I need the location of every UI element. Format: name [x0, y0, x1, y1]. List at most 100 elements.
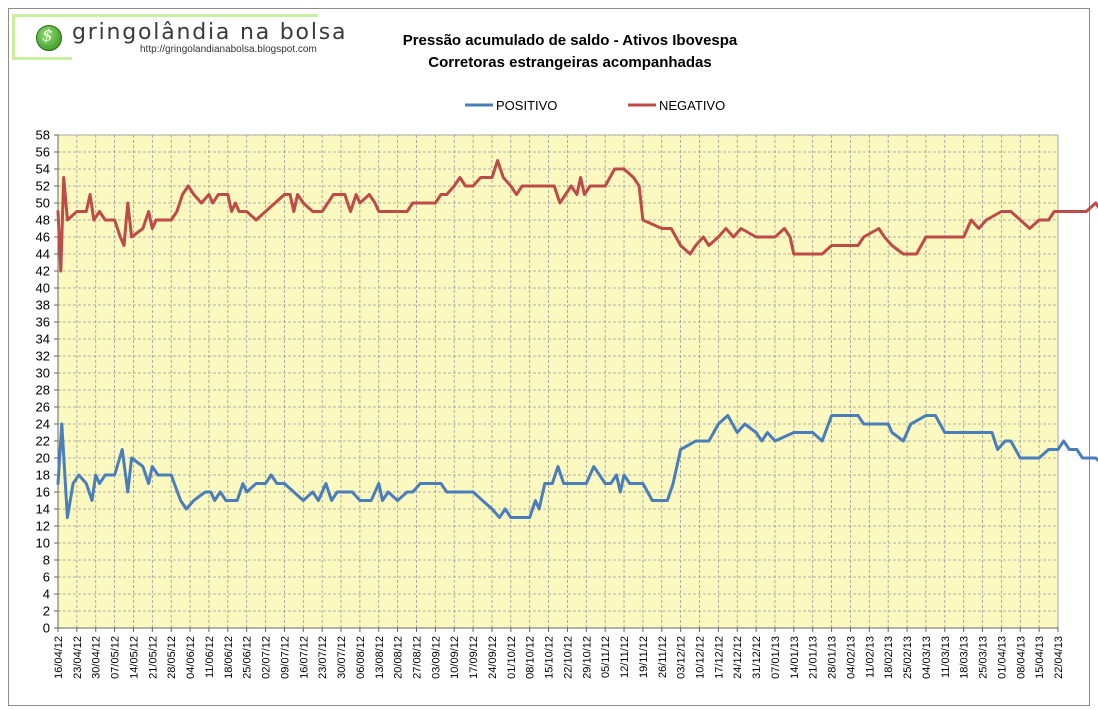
y-tick-label: 22: [36, 434, 50, 449]
y-tick-label: 16: [36, 485, 50, 500]
series-line-positivo: [56, 414, 1098, 519]
logo-bottom-bar: [12, 57, 72, 60]
y-tick-label: 20: [36, 451, 50, 466]
x-tick-label: 08/10/12: [525, 636, 537, 679]
x-tick-label: 05/11/12: [600, 636, 612, 678]
x-tick-label: 22/10/12: [562, 636, 574, 679]
x-tick-label: 24/12/12: [732, 636, 744, 679]
y-tick-label: 8: [43, 553, 50, 568]
x-tick-label: 07/05/12: [110, 636, 122, 679]
y-tick-label: 50: [36, 196, 50, 211]
x-tick-label: 25/06/12: [242, 636, 254, 679]
x-tick-label: 25/03/13: [978, 636, 990, 679]
y-tick-label: 48: [36, 213, 50, 228]
x-tick-label: 01/10/12: [506, 636, 518, 679]
x-tick-label: 10/09/12: [449, 636, 461, 679]
x-tick-label: 06/08/12: [355, 636, 367, 679]
x-tick-label: 12/11/12: [619, 636, 631, 678]
y-tick-label: 40: [36, 281, 50, 296]
x-tick-label: 13/08/12: [374, 636, 386, 679]
y-tick-label: 18: [36, 468, 50, 483]
x-tick-label: 02/07/12: [261, 636, 273, 679]
x-tick-label: 18/06/12: [223, 636, 235, 679]
series-group: [56, 159, 1098, 519]
x-tick-label: 14/05/12: [128, 636, 140, 679]
x-tick-label: 11/03/13: [940, 636, 952, 678]
x-tick-label: 18/03/13: [959, 636, 971, 679]
x-tick-label: 04/03/13: [921, 636, 933, 679]
y-tick-label: 54: [36, 162, 50, 177]
logo-url: http://gringolandianabolsa.blogspot.com: [140, 44, 317, 55]
x-tick-label: 11/02/13: [864, 636, 876, 678]
y-tick-label: 4: [43, 587, 50, 602]
y-tick-label: 2: [43, 604, 50, 619]
x-tick-label: 03/12/12: [676, 636, 688, 679]
x-tick-label: 21/05/12: [147, 636, 159, 679]
legend-label-negativo: NEGATIVO: [659, 98, 725, 113]
chart-subtitle: Corretoras estrangeiras acompanhadas: [428, 54, 712, 71]
x-tick-label: 15/04/13: [1034, 636, 1046, 679]
x-tick-label: 17/12/12: [713, 636, 725, 679]
x-tick-label: 23/07/12: [317, 636, 329, 679]
y-tick-label: 30: [36, 366, 50, 381]
y-tick-label: 28: [36, 383, 50, 398]
y-tick-label: 42: [36, 264, 50, 279]
x-tick-label: 21/01/13: [808, 636, 820, 679]
x-tick-label: 11/06/12: [204, 636, 216, 678]
logo-title: gringolândia na bolsa: [72, 20, 348, 45]
x-tick-label: 30/04/12: [91, 636, 103, 679]
y-tick-label: 44: [36, 247, 50, 262]
y-tick-label: 46: [36, 230, 50, 245]
x-tick-label: 18/02/13: [883, 636, 895, 679]
x-tick-label: 23/04/12: [72, 636, 84, 679]
x-tick-label: 28/05/12: [166, 636, 178, 679]
x-tick-label: 24/09/12: [487, 636, 499, 679]
logo-glyph: $: [42, 26, 53, 46]
dollar-coin-icon: [36, 25, 62, 51]
y-tick-label: 10: [36, 536, 50, 551]
x-tick-label: 31/12/12: [751, 636, 763, 679]
x-tick-label: 04/02/13: [845, 636, 857, 679]
y-tick-label: 32: [36, 349, 50, 364]
y-tick-label: 12: [36, 519, 50, 534]
y-tick-label: 36: [36, 315, 50, 330]
x-tick-label: 01/04/13: [996, 636, 1008, 679]
chart-legend: POSITIVO NEGATIVO: [465, 98, 725, 113]
y-tick-label: 38: [36, 298, 50, 313]
x-tick-label: 27/08/12: [411, 636, 423, 679]
x-tick-label: 03/09/12: [430, 636, 442, 679]
y-tick-label: 58: [36, 128, 50, 143]
x-tick-label: 25/02/13: [902, 636, 914, 679]
x-tick-label: 20/08/12: [393, 636, 405, 679]
y-tick-label: 24: [36, 417, 50, 432]
x-tick-label: 16/04/12: [53, 636, 65, 679]
legend-label-positivo: POSITIVO: [496, 98, 557, 113]
y-tick-label: 56: [36, 145, 50, 160]
x-tick-label: 16/07/12: [298, 636, 310, 679]
x-tick-label: 10/12/12: [695, 636, 707, 679]
x-tick-label: 15/10/12: [544, 636, 556, 679]
logo-side-bar: [12, 14, 15, 60]
x-tick-label: 22/04/13: [1053, 636, 1065, 679]
y-tick-label: 6: [43, 570, 50, 585]
y-axis: 0246810121416182022242628303234363840424…: [36, 128, 59, 636]
x-tick-label: 09/07/12: [279, 636, 291, 679]
x-tick-label: 08/04/13: [1015, 636, 1027, 679]
x-tick-label: 30/07/12: [336, 636, 348, 679]
x-tick-label: 17/09/12: [468, 636, 480, 679]
plot-area: [58, 135, 1058, 628]
x-axis: 16/04/12 23/04/12 30/04/12 07/05/12 14/05/12…: [53, 627, 1065, 679]
y-tick-label: 34: [36, 332, 50, 347]
x-tick-label: 29/10/12: [581, 636, 593, 679]
y-tick-label: 52: [36, 179, 50, 194]
y-tick-label: 14: [36, 502, 50, 517]
x-tick-label: 26/11/12: [657, 636, 669, 678]
y-tick-label: 26: [36, 400, 50, 415]
x-tick-label: 28/01/13: [827, 636, 839, 679]
x-tick-label: 19/11/12: [638, 636, 650, 678]
x-tick-label: 07/01/13: [770, 636, 782, 679]
series-line-negativo: [56, 159, 1098, 273]
x-tick-label: 04/06/12: [185, 636, 197, 679]
y-tick-label: 0: [43, 621, 50, 636]
